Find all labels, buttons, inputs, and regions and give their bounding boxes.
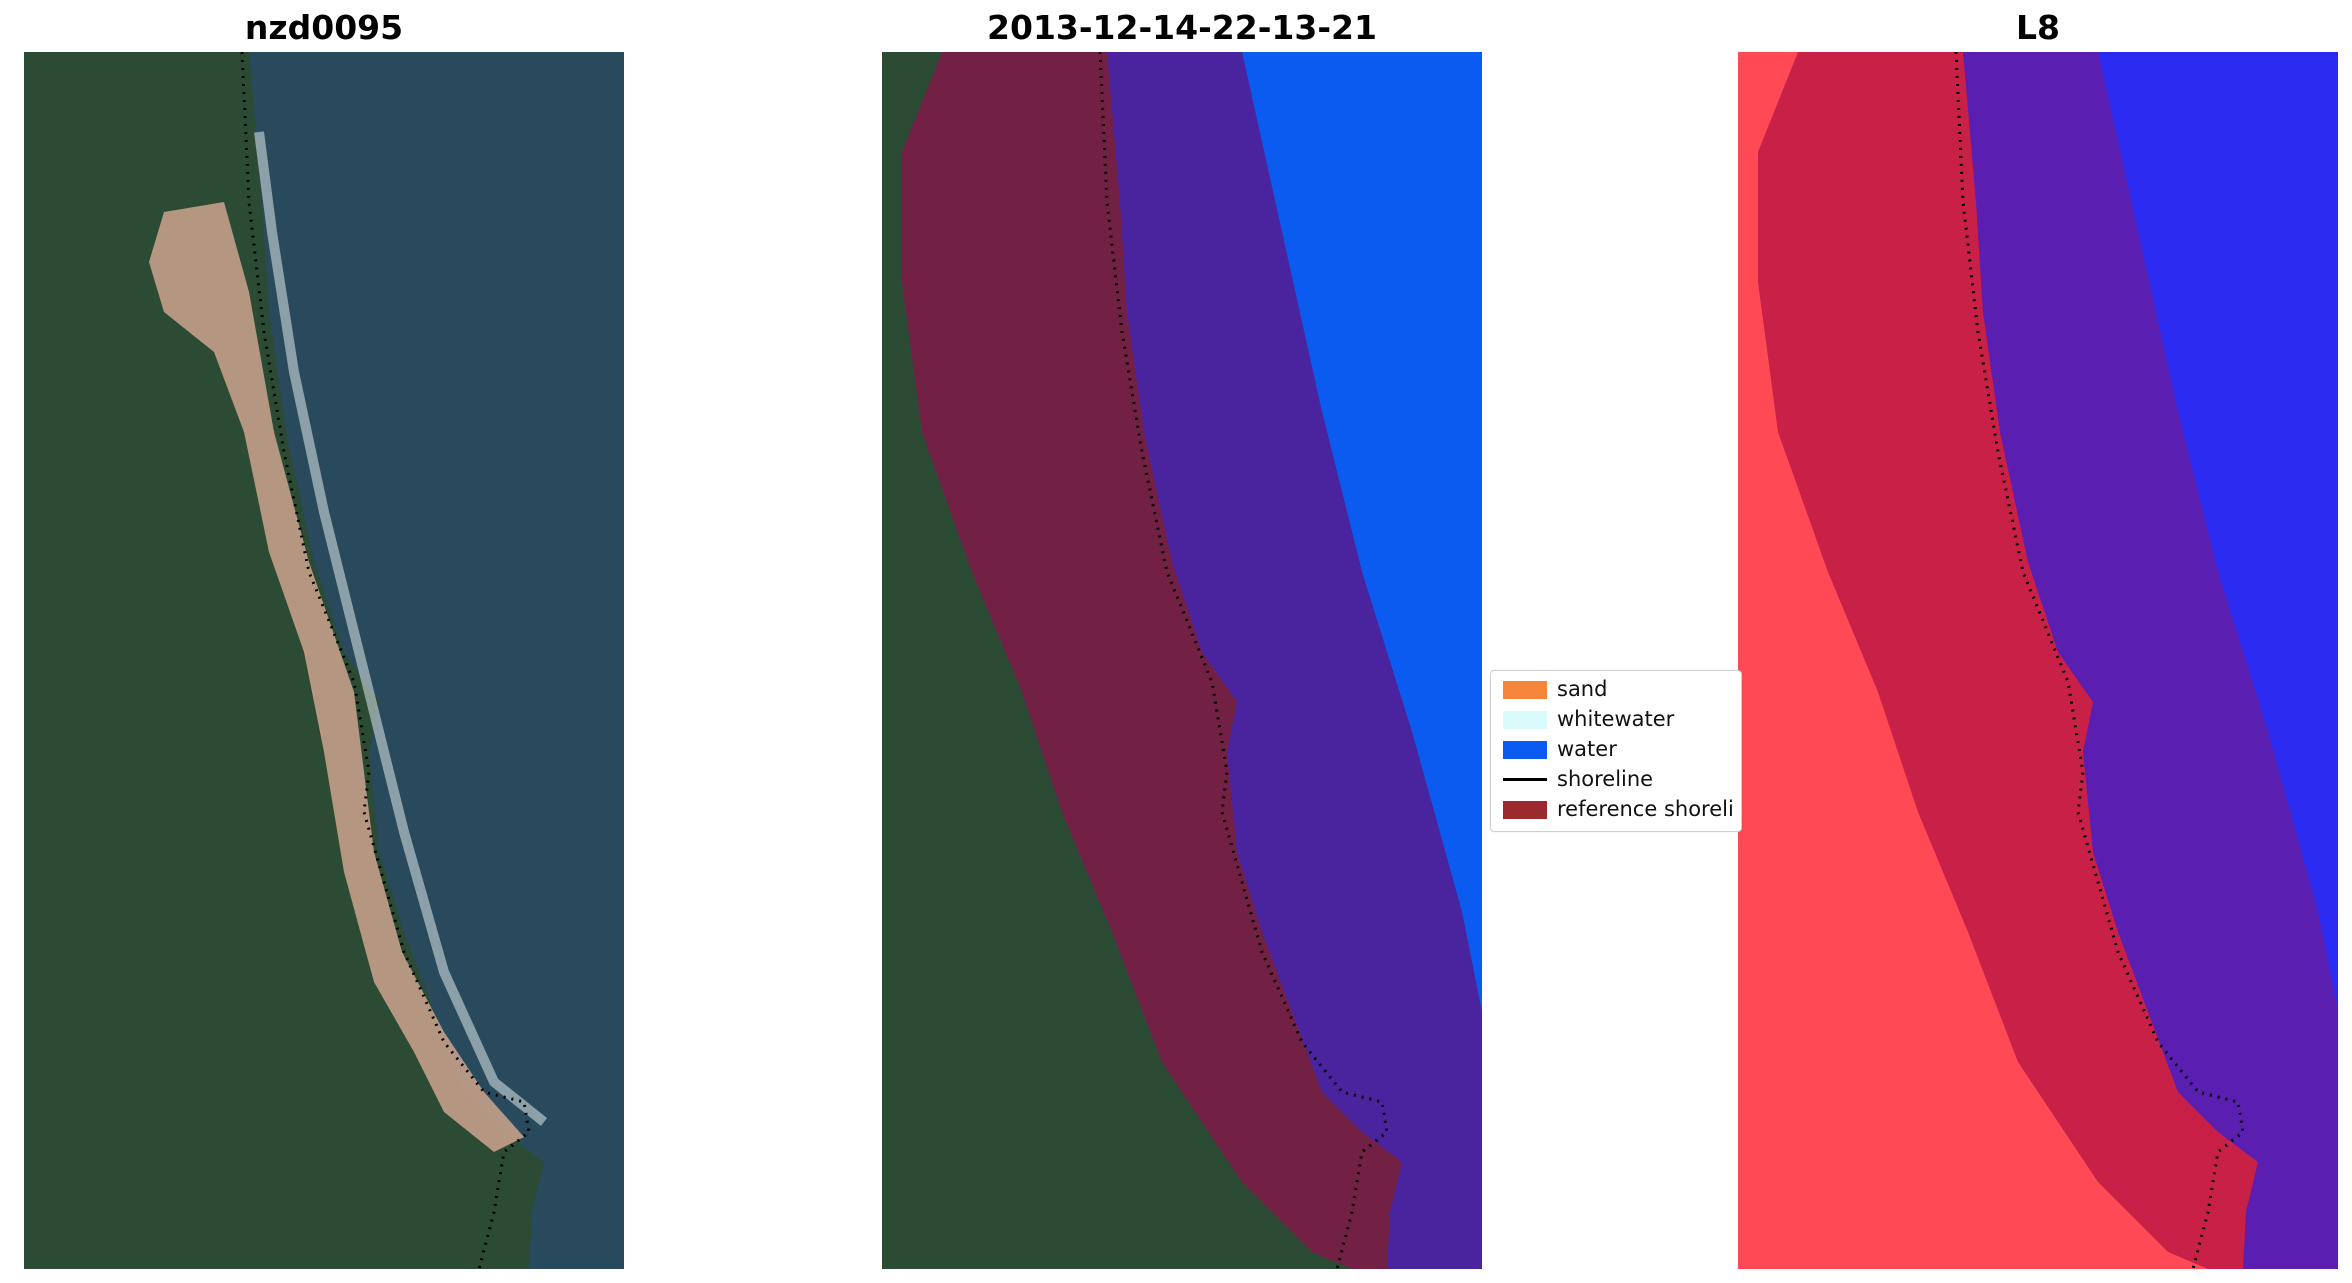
legend-label: whitewater [1557, 707, 1675, 731]
legend-item-whitewater: whitewater [1491, 705, 1741, 735]
sand-swatch [1503, 681, 1547, 699]
sand-beach [149, 202, 524, 1152]
panel-title-index: L8 [2016, 8, 2060, 47]
classification-panel [882, 52, 1482, 1269]
shoreline-line [240, 52, 531, 1269]
legend-label: sand [1557, 677, 1608, 701]
panel-title-rgb: nzd0095 [244, 8, 404, 47]
index-water-under-buffer [1963, 52, 2338, 1269]
sea-area [249, 52, 624, 1269]
shoreline-line-sample [1503, 778, 1547, 781]
rgb-image-panel [24, 52, 624, 1269]
shoreline-line [1954, 52, 2245, 1269]
legend-label: reference shoreli [1557, 797, 1734, 821]
panel-title-classification: 2013-12-14-22-13-21 [987, 8, 1377, 47]
reference-shoreline-swatch [1503, 801, 1547, 819]
legend-label: water [1557, 737, 1617, 761]
index-panel [1738, 52, 2338, 1269]
rgb-image [24, 52, 624, 1269]
legend-item-reference-shoreline: reference shoreli [1491, 795, 1741, 825]
water-under-buffer [1107, 52, 1482, 1269]
index-image [1738, 52, 2338, 1269]
legend-item-shoreline: shoreline [1491, 765, 1741, 795]
surf-zone [254, 131, 548, 1126]
legend: sand whitewater water shoreline referenc… [1490, 670, 1742, 832]
legend-item-sand: sand [1491, 675, 1741, 705]
whitewater-swatch [1503, 711, 1547, 729]
legend-item-water: water [1491, 735, 1741, 765]
classification-image [882, 52, 1482, 1269]
water-swatch [1503, 741, 1547, 759]
legend-label: shoreline [1557, 767, 1654, 791]
shoreline-line [1098, 52, 1389, 1269]
